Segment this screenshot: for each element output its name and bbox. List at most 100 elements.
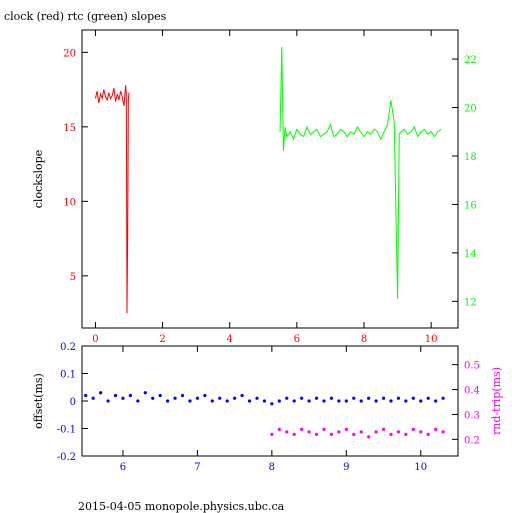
y-tick-label-1: 20 [63,48,76,59]
series-point-magenta [404,432,408,436]
x-tick-label-1: 10 [425,334,438,345]
series-point-blue [99,391,103,395]
series-point-blue [307,399,311,403]
series-point-blue [352,396,356,400]
series-point-blue [322,399,326,403]
series-point-blue [270,402,274,406]
y-axis-label-2: offset(ms) [32,373,45,429]
series-point-magenta [441,430,445,434]
y-tick-label-2: -0.2 [57,452,76,463]
series-point-blue [300,396,304,400]
series-point-magenta [314,432,319,436]
y2-tick-label-2: 0.3 [464,410,480,421]
series-point-blue [188,399,192,403]
series-point-blue [374,399,378,403]
y2-tick-label-1: 18 [464,152,477,163]
series-point-blue [113,393,118,398]
y-tick-label-1: 5 [70,272,76,283]
y-tick-label-2: 0.1 [60,370,76,381]
series-point-blue [166,399,170,403]
x-tick-label-1: 8 [361,334,367,345]
series-point-blue [419,399,423,403]
series-point-blue [404,399,408,403]
series-point-blue [136,399,140,403]
series-line-green [279,46,442,299]
series-point-blue [277,399,281,403]
series-point-magenta [434,427,438,431]
footer-caption: 2015-04-05 monopole.physics.ubc.ca [78,500,285,513]
series-point-blue [240,393,244,398]
series-point-blue [218,396,222,400]
series-point-blue [247,399,252,403]
x-tick-label-2: 8 [269,462,275,473]
series-point-magenta [292,432,296,436]
x-tick-label-1: 6 [294,334,300,345]
y-tick-label-2: 0.2 [60,342,76,353]
series-point-blue [381,396,386,400]
x-tick-label-1: 2 [159,334,165,345]
series-point-blue [367,396,371,400]
x-tick-label-1: 4 [227,334,233,345]
series-point-magenta [337,430,341,434]
series-point-blue [91,396,95,400]
series-point-magenta [367,435,371,439]
y2-tick-label-1: 16 [464,200,477,211]
series-point-blue [389,399,393,403]
series-point-blue [195,396,200,400]
plot-frame-1 [81,29,459,329]
series-point-blue [262,399,267,403]
series-point-blue [396,396,401,400]
series-point-blue [173,396,177,400]
series-point-blue [233,396,237,400]
series-point-magenta [389,432,393,436]
series-point-blue [434,399,438,403]
y2-tick-label-1: 12 [464,297,477,308]
series-point-blue [426,396,430,400]
series-point-magenta [344,427,348,431]
series-line-red [94,85,130,314]
series-point-magenta [411,427,415,431]
series-point-blue [106,399,110,403]
y-tick-label-1: 15 [63,123,76,134]
y2-tick-label-2: 0.4 [464,386,480,397]
series-point-magenta [419,430,423,434]
series-point-blue [128,393,132,398]
series-point-magenta [329,432,334,436]
series-point-blue [411,396,415,400]
x-tick-label-2: 10 [414,462,427,473]
y2-tick-label-1: 20 [464,104,477,115]
series-point-blue [143,391,147,395]
series-point-magenta [381,427,386,431]
series-point-blue [225,399,229,403]
y-tick-label-1: 10 [63,197,76,208]
chart-title: clock (red) rtc (green) slopes [4,10,167,23]
series-point-blue [84,393,88,398]
series-point-magenta [270,432,274,436]
series-point-magenta [374,430,378,434]
series-point-blue [359,399,363,403]
x-tick-label-2: 9 [343,462,349,473]
series-point-blue [285,396,289,400]
y-tick-label-2: -0.1 [57,425,76,436]
series-point-blue [121,396,125,400]
series-point-blue [255,396,259,400]
series-point-magenta [300,427,304,431]
series-point-blue [158,393,162,398]
series-point-blue [344,399,348,403]
y-tick-label-2: 0 [70,397,76,408]
series-point-blue [210,399,214,403]
x-tick-label-2: 6 [120,462,126,473]
series-point-magenta [307,430,311,434]
series-point-blue [314,396,319,400]
series-point-blue [292,399,296,403]
y2-tick-label-1: 14 [464,249,477,260]
y-axis-label-1: clockslope [32,150,45,208]
series-point-magenta [277,427,281,431]
y2-tick-label-2: 0.5 [464,361,480,372]
series-point-blue [180,393,185,398]
series-point-magenta [285,430,289,434]
series-point-magenta [396,430,401,434]
series-point-blue [203,393,207,398]
y2-tick-label-1: 22 [464,55,477,66]
